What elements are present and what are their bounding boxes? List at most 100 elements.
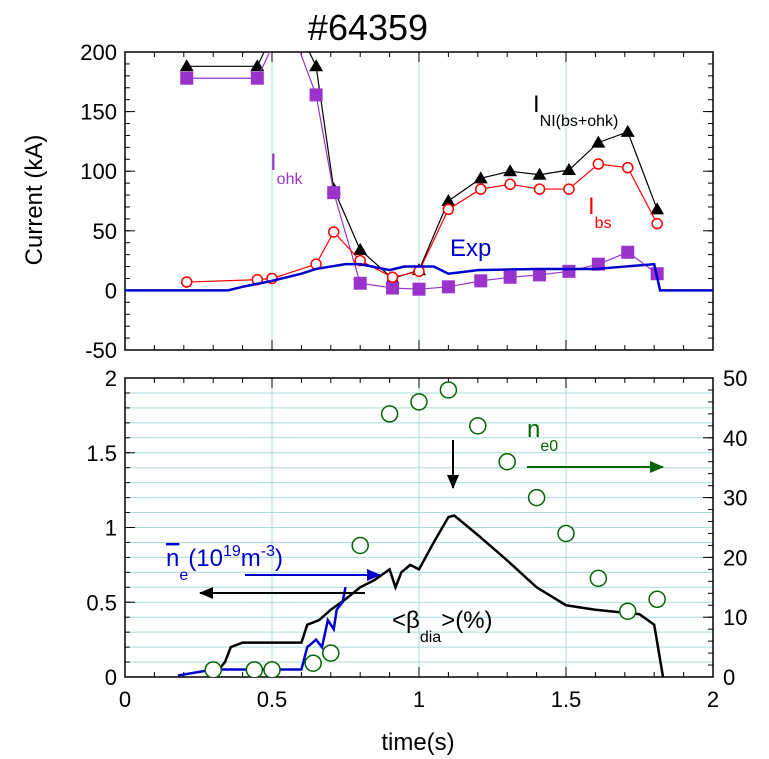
marker xyxy=(441,280,455,294)
series-label-part: Exp xyxy=(450,235,491,262)
marker xyxy=(592,158,605,170)
series-label-part: 19 xyxy=(223,543,241,560)
y-tick-label: 0.5 xyxy=(86,590,117,615)
series-label-part: NI(bs+ohk) xyxy=(540,113,619,130)
marker xyxy=(304,654,322,672)
marker xyxy=(533,268,547,282)
x-tick-label: 0.5 xyxy=(257,687,288,712)
marker xyxy=(441,194,456,206)
marker xyxy=(618,602,637,620)
marker xyxy=(498,452,516,471)
panel: 0 0.5 1 1.5 200.511.5201020304050<βdia>(%)ne… xyxy=(86,366,747,712)
y-tick-label: 200 xyxy=(80,40,117,65)
series-label: Ibs xyxy=(588,193,612,232)
marker xyxy=(204,661,222,677)
y2-tick-label: 20 xyxy=(723,545,747,570)
marker xyxy=(503,270,517,284)
series-label: ne0 xyxy=(527,416,558,455)
marker xyxy=(327,186,341,200)
x-tick-label: 0 xyxy=(119,687,131,712)
series-label-part: -3 xyxy=(261,543,275,560)
series-label-part: n xyxy=(527,416,540,443)
series-label-part: ohk xyxy=(277,171,304,188)
y2-tick-label: 30 xyxy=(723,486,747,511)
marker xyxy=(504,178,516,191)
x-tick-label: 1 xyxy=(413,687,425,712)
series-label-part: n xyxy=(166,545,179,572)
marker xyxy=(621,245,635,259)
marker xyxy=(351,536,369,555)
series-label-part: bs xyxy=(595,215,612,232)
marker xyxy=(650,202,665,215)
marker xyxy=(353,242,368,255)
y-axis-label: Current (kA) xyxy=(21,135,48,266)
y-tick-label: 1 xyxy=(105,516,117,541)
y2-tick-label: 10 xyxy=(723,605,747,630)
series-label-part: I xyxy=(270,149,277,176)
marker xyxy=(503,164,518,177)
marker xyxy=(386,281,400,295)
y-tick-label: 50 xyxy=(93,219,117,244)
y-tick-label: 0 xyxy=(105,278,117,303)
marker xyxy=(589,569,608,588)
marker xyxy=(563,183,575,195)
chart-title: #64359 xyxy=(308,7,428,48)
marker xyxy=(532,167,547,180)
y2-tick-label: 0 xyxy=(723,665,735,690)
marker xyxy=(474,274,488,288)
marker xyxy=(250,71,264,85)
marker xyxy=(180,276,193,288)
marker xyxy=(533,183,546,195)
x-tick-label: 1.5 xyxy=(551,687,582,712)
marker xyxy=(474,183,487,195)
series-label-part: e xyxy=(179,567,188,584)
series-label-part: <β xyxy=(392,607,420,634)
marker xyxy=(250,59,265,72)
series-line xyxy=(125,262,713,292)
marker xyxy=(280,0,294,9)
marker xyxy=(557,524,575,543)
marker xyxy=(561,163,576,176)
series-label-part: I xyxy=(533,91,540,118)
plot-area xyxy=(125,0,713,296)
series-line xyxy=(186,52,658,280)
marker xyxy=(386,271,399,284)
x-axis-label: time(s) xyxy=(381,729,454,756)
marker xyxy=(322,644,340,662)
marker xyxy=(651,217,663,230)
marker xyxy=(280,10,293,23)
marker xyxy=(469,417,487,435)
series-label: Iohk xyxy=(270,149,303,188)
x-tick-label: 2 xyxy=(707,687,719,712)
series-label-part: e0 xyxy=(540,438,558,455)
marker xyxy=(309,88,323,102)
plot-frame xyxy=(124,377,714,678)
marker xyxy=(380,405,399,423)
series-line xyxy=(186,52,658,290)
marker xyxy=(648,590,666,609)
series-line xyxy=(186,163,658,283)
marker xyxy=(442,203,455,216)
marker xyxy=(439,381,458,399)
y-tick-label: 1.5 xyxy=(86,441,117,466)
marker xyxy=(179,59,194,72)
marker xyxy=(180,71,194,85)
marker xyxy=(527,488,546,507)
y-tick-label: 100 xyxy=(80,159,117,184)
marker xyxy=(410,393,428,411)
series-label: INI(bs+ohk) xyxy=(533,91,618,130)
series-label: Exp xyxy=(450,235,491,262)
marker xyxy=(263,661,281,677)
series-label-part: (10 xyxy=(188,545,223,572)
y-tick-label: 0 xyxy=(105,665,117,690)
marker xyxy=(327,226,340,238)
series-label-part: m xyxy=(241,545,261,572)
marker xyxy=(245,661,264,677)
marker xyxy=(353,276,367,290)
series-label-part: ) xyxy=(275,545,283,572)
marker xyxy=(309,59,324,72)
